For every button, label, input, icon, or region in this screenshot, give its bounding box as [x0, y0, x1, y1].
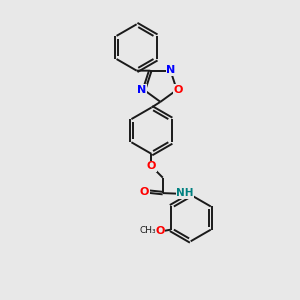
Text: O: O	[174, 85, 183, 94]
Text: O: O	[155, 226, 165, 236]
Text: N: N	[137, 85, 146, 95]
Text: CH₃: CH₃	[139, 226, 156, 235]
Text: O: O	[140, 187, 149, 196]
Text: N: N	[166, 65, 176, 75]
Text: NH: NH	[176, 188, 194, 198]
Text: O: O	[147, 161, 156, 171]
